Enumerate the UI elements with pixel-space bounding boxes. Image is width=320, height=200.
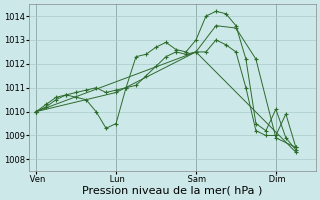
X-axis label: Pression niveau de la mer( hPa ): Pression niveau de la mer( hPa ) <box>83 186 263 196</box>
